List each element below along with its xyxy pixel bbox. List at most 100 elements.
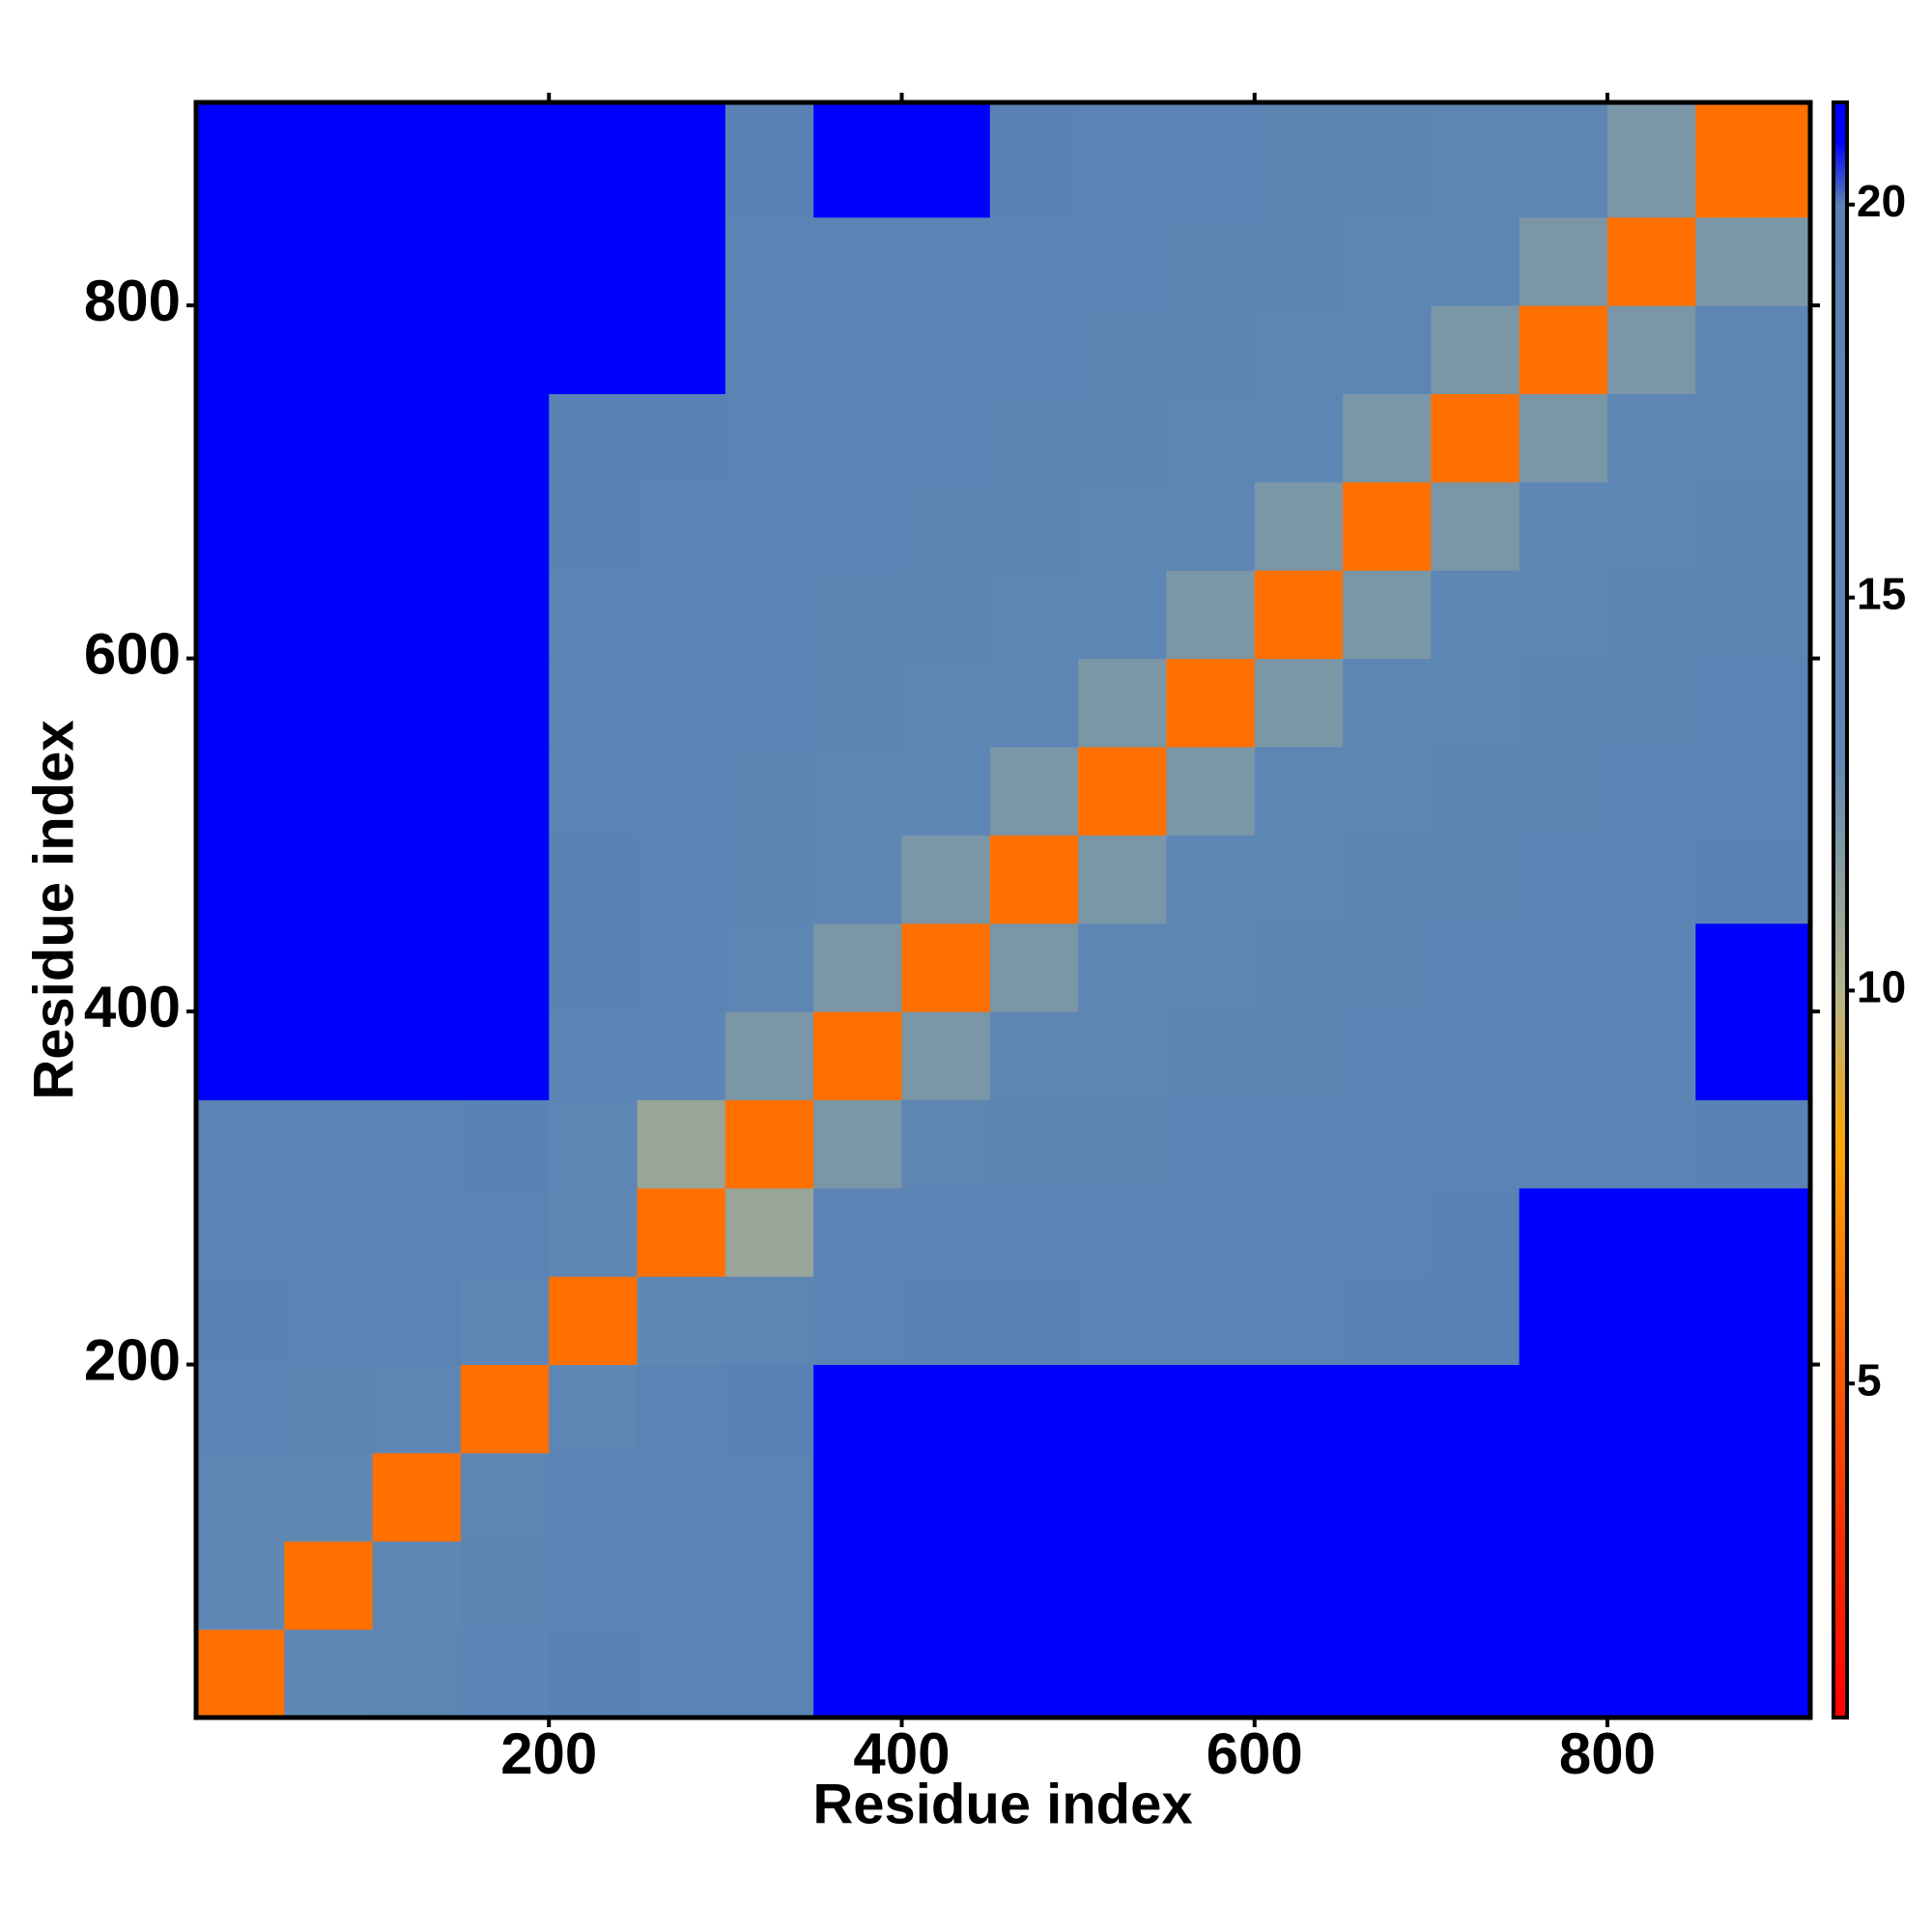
plot-frame [193,99,1813,1720]
heatmap-cell [372,305,462,395]
heatmap-cell [196,746,285,836]
heatmap-cell [196,102,285,218]
heatmap-cell [372,1629,462,1719]
heatmap-cell [196,393,285,483]
heatmap-cell [372,102,462,218]
colorbar-tick-label: 5 [1857,1354,1882,1405]
heatmap-cell [1519,1276,1608,1366]
heatmap-cell [196,923,285,1012]
heatmap-cell [637,1011,726,1100]
heatmap-cell [1695,1541,1811,1631]
colorbar [1832,100,1849,1719]
heatmap-cell [1695,481,1811,571]
x-tick-label: 400 [853,1721,950,1786]
heatmap-cell [372,1452,462,1542]
heatmap-cell [1431,1276,1520,1366]
x-tick-label: 800 [1559,1721,1656,1786]
heatmap-cell [1431,102,1520,218]
heatmap-cell [1695,1276,1811,1366]
heatmap-cell [901,1099,991,1189]
heatmap-cell [637,923,726,1012]
heatmap-cell [813,1187,902,1277]
heatmap-cell [724,1011,814,1100]
heatmap-cell [460,393,550,483]
heatmap-cell [460,1276,550,1366]
heatmap-cell [901,1276,991,1366]
heatmap-cell [1606,570,1696,660]
heatmap-cell [1254,1452,1344,1542]
heatmap-cell [1606,1011,1696,1100]
heatmap-cell [1166,1099,1256,1189]
heatmap-cell [549,1541,639,1631]
heatmap-cell [1254,1364,1344,1454]
heatmap-cell [372,1276,462,1366]
heatmap-cell [724,835,814,924]
heatmap-cell [1343,1629,1432,1719]
heatmap-cell [196,835,285,924]
heatmap-cell [724,1187,814,1277]
heatmap-cell [460,746,550,836]
heatmap-cell [372,1364,462,1454]
x-tick-label: 600 [1207,1721,1303,1786]
y-tick-label: 600 [84,621,181,686]
heatmap-cell [1606,102,1696,218]
heatmap-cell [460,216,550,306]
heatmap-cell [1166,923,1256,1012]
heatmap-cell [284,658,374,748]
heatmap-cell [1519,746,1608,836]
heatmap-cell [1078,1099,1167,1189]
heatmap-cell [1343,102,1432,218]
heatmap-cell [196,1541,285,1631]
heatmap-cell [901,102,991,218]
heatmap-cell [1254,481,1344,571]
heatmap-cell [989,1452,1079,1542]
heatmap-cell [1166,102,1256,218]
heatmap-cell [1254,923,1344,1012]
heatmap-cell [1519,305,1608,395]
heatmap-cell [549,1364,639,1454]
heatmap-cell [1343,570,1432,660]
heatmap-cell [196,1011,285,1100]
heatmap-cell [724,1364,814,1454]
heatmap-cell [284,393,374,483]
heatmap-cell [549,393,639,483]
heatmap-cell [372,746,462,836]
heatmap-cell [901,658,991,748]
heatmap-cell [813,835,902,924]
heatmap-cell [1078,1276,1167,1366]
heatmap-cell [1519,835,1608,924]
heatmap-cell [1519,1452,1608,1542]
heatmap-cell [1343,481,1432,571]
heatmap-cell [1343,216,1432,306]
y-tick-label: 400 [84,975,181,1039]
heatmap-cell [1343,746,1432,836]
heatmap-cell [1431,746,1520,836]
heatmap-cell [901,570,991,660]
heatmap-cell [989,1276,1079,1366]
heatmap-cell [460,1452,550,1542]
heatmap-cell [1078,658,1167,748]
heatmap-cell [1606,393,1696,483]
heatmap-cell [637,393,726,483]
heatmap-cell [901,393,991,483]
heatmap-cell [1431,1452,1520,1542]
heatmap-cell [1695,658,1811,748]
heatmap-cell [1166,1187,1256,1277]
heatmap-cell [724,102,814,218]
heatmap-cell [460,570,550,660]
heatmap-cell [1343,923,1432,1012]
heatmap-cell [284,570,374,660]
heatmap-cell [1254,305,1344,395]
heatmap-cell [1695,305,1811,395]
heatmap-cell [813,393,902,483]
heatmap-cell [1166,1276,1256,1366]
heatmap-cell [1431,658,1520,748]
heatmap-cell [724,746,814,836]
heatmap-cell [1078,393,1167,483]
heatmap-cell [1343,1187,1432,1277]
heatmap-cell [460,1364,550,1454]
heatmap-cell [637,216,726,306]
heatmap-cell [460,1541,550,1631]
heatmap-cell [1606,1541,1696,1631]
